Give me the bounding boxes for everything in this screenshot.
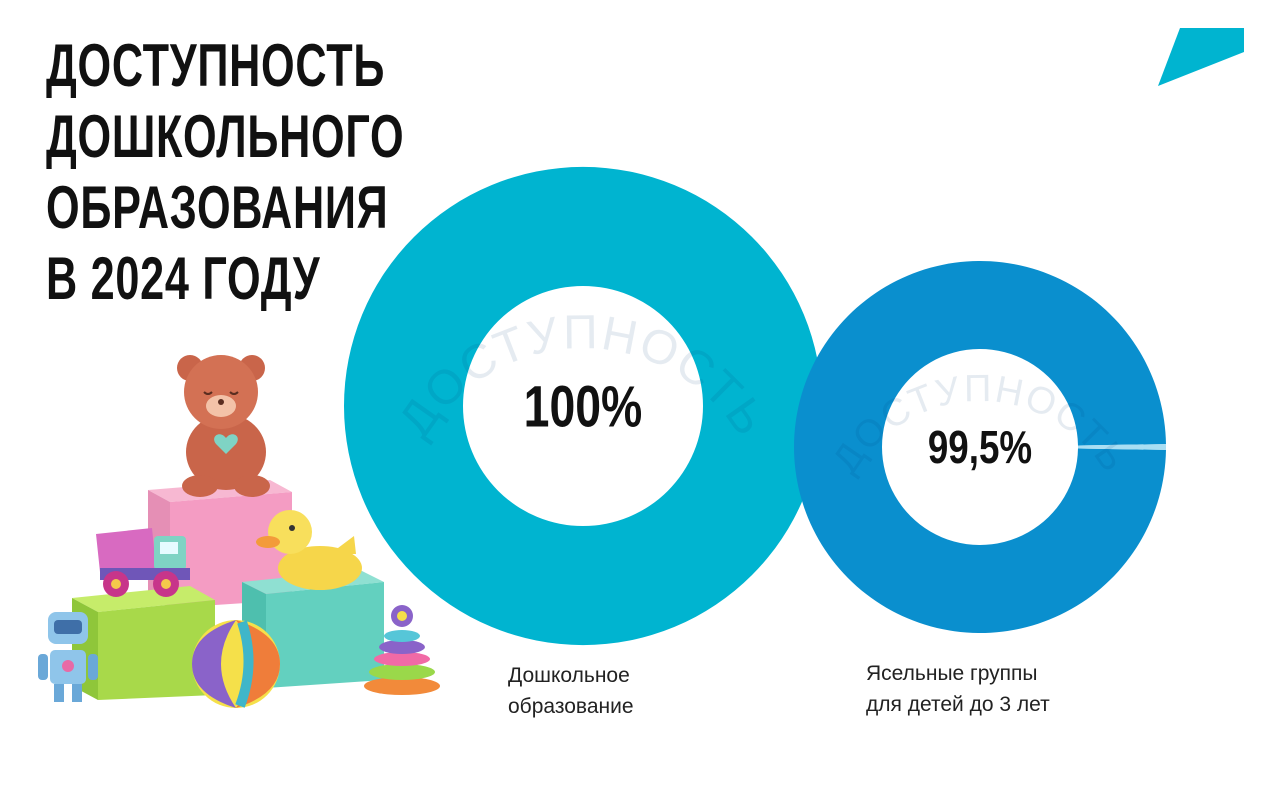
- beach-ball-icon: [192, 620, 280, 708]
- toy-truck-icon: [96, 528, 190, 597]
- toys-illustration: [38, 355, 440, 708]
- ring-pyramid-icon: [364, 605, 440, 695]
- donut-center-label: 100%: [524, 374, 643, 439]
- caption-line: Ясельные группы: [866, 662, 1038, 685]
- toy-block-icon: [72, 586, 215, 700]
- teddy-bear-icon: [177, 355, 270, 497]
- rubber-duck-icon: [256, 510, 362, 590]
- donut-filled-segment: [794, 261, 1166, 634]
- caption-nursery: Ясельные группы для детей до 3 лет: [866, 658, 1050, 720]
- logo-parallelogram-icon: [1158, 28, 1244, 86]
- caption-line: для детей до 3 лет: [866, 693, 1050, 716]
- donut-remaining-segment: [1077, 444, 1166, 450]
- donut-filled-segment: [343, 166, 822, 646]
- caption-preschool: Дошкольное образование: [508, 660, 634, 722]
- caption-line: образование: [508, 695, 634, 718]
- donut-center-label: 99,5%: [928, 421, 1032, 473]
- caption-line: Дошкольное: [508, 664, 630, 687]
- title-line: В 2024 ГОДУ: [46, 245, 321, 312]
- robot-icon: [38, 612, 98, 702]
